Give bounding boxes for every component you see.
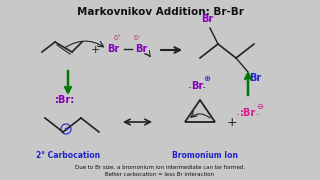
Text: Better carbocation = less Br interaction: Better carbocation = less Br interaction xyxy=(105,172,215,177)
Text: :Br:: :Br: xyxy=(55,95,75,105)
Text: ..: .. xyxy=(236,110,240,116)
Text: +: + xyxy=(63,126,69,132)
Text: ⊖: ⊖ xyxy=(257,102,263,111)
Text: δ⁻: δ⁻ xyxy=(134,35,142,41)
Text: :Br: :Br xyxy=(240,108,256,118)
Text: ..: .. xyxy=(188,83,192,89)
Text: +: + xyxy=(227,116,237,129)
Text: Br: Br xyxy=(201,14,213,24)
Text: Markovnikov Addition: Br-Br: Markovnikov Addition: Br-Br xyxy=(76,7,244,17)
Text: ..: .. xyxy=(202,83,206,89)
Text: Due to Br size, a bromonium ion intermediate can be formed.: Due to Br size, a bromonium ion intermed… xyxy=(75,165,245,170)
Text: Br: Br xyxy=(191,81,203,91)
Text: Br: Br xyxy=(107,44,119,54)
Text: ..: .. xyxy=(256,110,260,116)
Text: Bromonium Ion: Bromonium Ion xyxy=(172,152,238,161)
Text: +: + xyxy=(90,45,100,55)
Text: Br: Br xyxy=(135,44,147,54)
Text: Br: Br xyxy=(249,73,261,83)
Text: ⊕: ⊕ xyxy=(204,73,211,82)
Text: δ⁺: δ⁺ xyxy=(114,35,122,41)
Text: 2° Carbocation: 2° Carbocation xyxy=(36,152,100,161)
